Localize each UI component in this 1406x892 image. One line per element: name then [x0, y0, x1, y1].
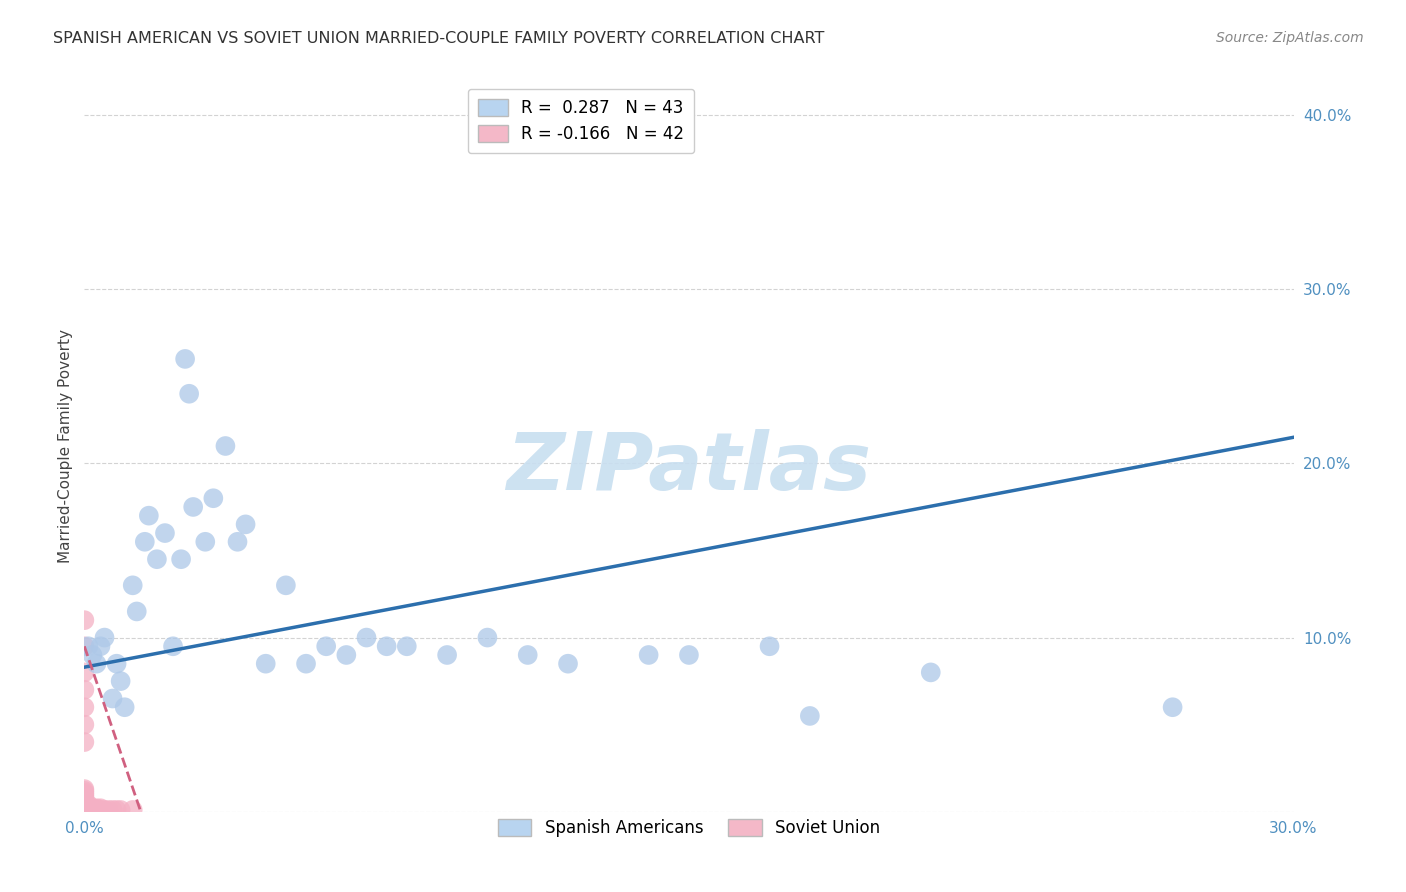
Point — [73, 805, 96, 819]
Point — [920, 665, 942, 680]
Point — [73, 799, 96, 814]
Point — [73, 801, 96, 815]
Point — [73, 682, 96, 697]
Point — [77, 805, 100, 819]
Point — [77, 640, 100, 654]
Point — [93, 631, 115, 645]
Point — [82, 648, 104, 662]
Point — [179, 386, 201, 401]
Point — [254, 657, 277, 671]
Point — [121, 578, 143, 592]
Text: SPANISH AMERICAN VS SOVIET UNION MARRIED-COUPLE FAMILY POVERTY CORRELATION CHART: SPANISH AMERICAN VS SOVIET UNION MARRIED… — [53, 31, 825, 46]
Point — [77, 803, 100, 817]
Point — [73, 700, 96, 714]
Point — [73, 794, 96, 808]
Point — [86, 657, 108, 671]
Point — [73, 790, 96, 805]
Point — [110, 803, 132, 817]
Point — [110, 674, 132, 689]
Point — [86, 803, 108, 817]
Point — [436, 648, 458, 662]
Point — [637, 648, 659, 662]
Point — [114, 700, 136, 714]
Point — [73, 717, 96, 731]
Point — [226, 534, 249, 549]
Point — [335, 648, 357, 662]
Legend: Spanish Americans, Soviet Union: Spanish Americans, Soviet Union — [491, 812, 887, 844]
Point — [202, 491, 225, 506]
Point — [162, 640, 184, 654]
Point — [89, 801, 111, 815]
Point — [73, 792, 96, 806]
Point — [97, 803, 120, 817]
Point — [138, 508, 160, 523]
Text: ZIPatlas: ZIPatlas — [506, 429, 872, 507]
Point — [375, 640, 398, 654]
Point — [73, 805, 96, 819]
Y-axis label: Married-Couple Family Poverty: Married-Couple Family Poverty — [58, 329, 73, 563]
Point — [105, 803, 128, 817]
Point — [73, 787, 96, 801]
Point — [134, 534, 156, 549]
Point — [73, 640, 96, 654]
Point — [82, 801, 104, 815]
Point — [235, 517, 257, 532]
Point — [82, 803, 104, 817]
Point — [93, 803, 115, 817]
Point — [86, 801, 108, 815]
Point — [153, 526, 176, 541]
Point — [101, 803, 124, 817]
Point — [73, 799, 96, 814]
Point — [73, 784, 96, 798]
Point — [758, 640, 780, 654]
Point — [194, 534, 217, 549]
Point — [356, 631, 378, 645]
Point — [274, 578, 297, 592]
Point — [557, 657, 579, 671]
Point — [516, 648, 538, 662]
Point — [101, 691, 124, 706]
Point — [89, 640, 111, 654]
Point — [73, 797, 96, 812]
Point — [73, 789, 96, 803]
Point — [73, 803, 96, 817]
Point — [77, 797, 100, 812]
Point — [73, 801, 96, 815]
Point — [73, 803, 96, 817]
Point — [799, 709, 821, 723]
Point — [125, 604, 148, 618]
Point — [73, 735, 96, 749]
Point — [1161, 700, 1184, 714]
Point — [73, 613, 96, 627]
Point — [295, 657, 318, 671]
Point — [121, 803, 143, 817]
Point — [73, 786, 96, 800]
Point — [73, 796, 96, 810]
Point — [214, 439, 236, 453]
Point — [73, 782, 96, 797]
Point — [170, 552, 193, 566]
Point — [315, 640, 337, 654]
Point — [89, 803, 111, 817]
Point — [73, 665, 96, 680]
Point — [174, 351, 197, 366]
Point — [77, 799, 100, 814]
Point — [395, 640, 418, 654]
Point — [146, 552, 169, 566]
Point — [477, 631, 499, 645]
Point — [77, 801, 100, 815]
Point — [678, 648, 700, 662]
Text: Source: ZipAtlas.com: Source: ZipAtlas.com — [1216, 31, 1364, 45]
Point — [105, 657, 128, 671]
Point — [181, 500, 204, 514]
